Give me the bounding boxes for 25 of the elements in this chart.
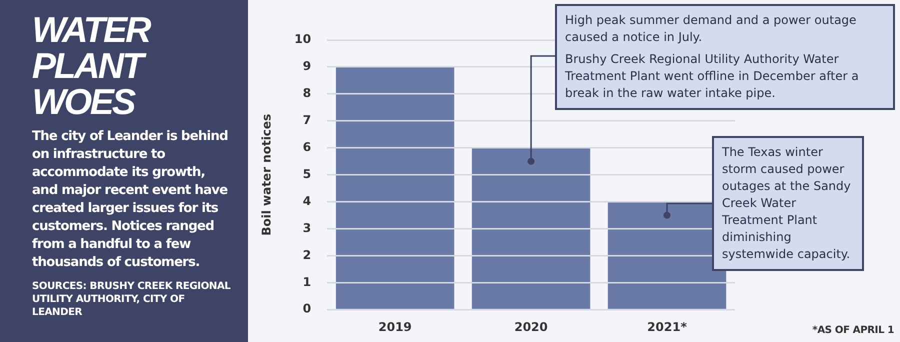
callout-box: The Texas winter storm caused power outages at the Sandy Creek Water Treatment Plant diminishing systemwide capacity. [712,136,864,271]
x-tick-label: 2020 [514,320,548,334]
y-tick-label: 3 [302,220,312,235]
source-note: SOURCES: BRUSHY CREEK REGIONAL UTILITY AUTHORITY, CITY OF LEANDER [32,280,232,319]
bar [336,66,454,309]
y-tick-label: 4 [302,194,312,208]
y-tick-label: 2 [302,248,312,262]
y-tick-label: 6 [302,140,312,154]
callout-box: High peak summer demand and a power outage caused a notice in July. Brushy Creek Regional Utility Authority Water Treatment Plant went offline in December after a break in the raw water intake pipe. [555,4,895,110]
text: The city of Leander is behind on infrastructure to accommodate its growth, and major recent event have created larger issues for its customers. Notices ranged from a handful to a few thousands of customers. [32,128,229,272]
y-tick-label: 1 [302,274,312,289]
y-tick-label: 8 [302,86,312,100]
x-tick-label: 2019 [378,320,412,334]
y-tick-label: 10 [294,32,312,46]
y-tick-label: 7 [302,113,312,128]
chart-title: WATER PLANT WOES [32,9,151,122]
annotation: High peak summer demand and a power outage caused a notice in July. Brushy Creek Regional Utility Authority Water Treatment Plant went offline in December after a break in the raw water intake pipe. [565,12,860,102]
text: *AS OF APRIL 1 [812,325,894,336]
y-axis-title: Boil water notices [259,114,274,236]
y-tick-label: 9 [302,59,312,74]
bar [472,148,590,309]
annotation: The Texas winter storm caused power outages at the Sandy Creek Water Treatment Plant diminishing systemwide capacity. [722,144,852,263]
x-tick-label: 2021* [647,320,688,334]
y-tick-label: 0 [302,302,312,316]
y-tick-label: 5 [302,166,312,181]
